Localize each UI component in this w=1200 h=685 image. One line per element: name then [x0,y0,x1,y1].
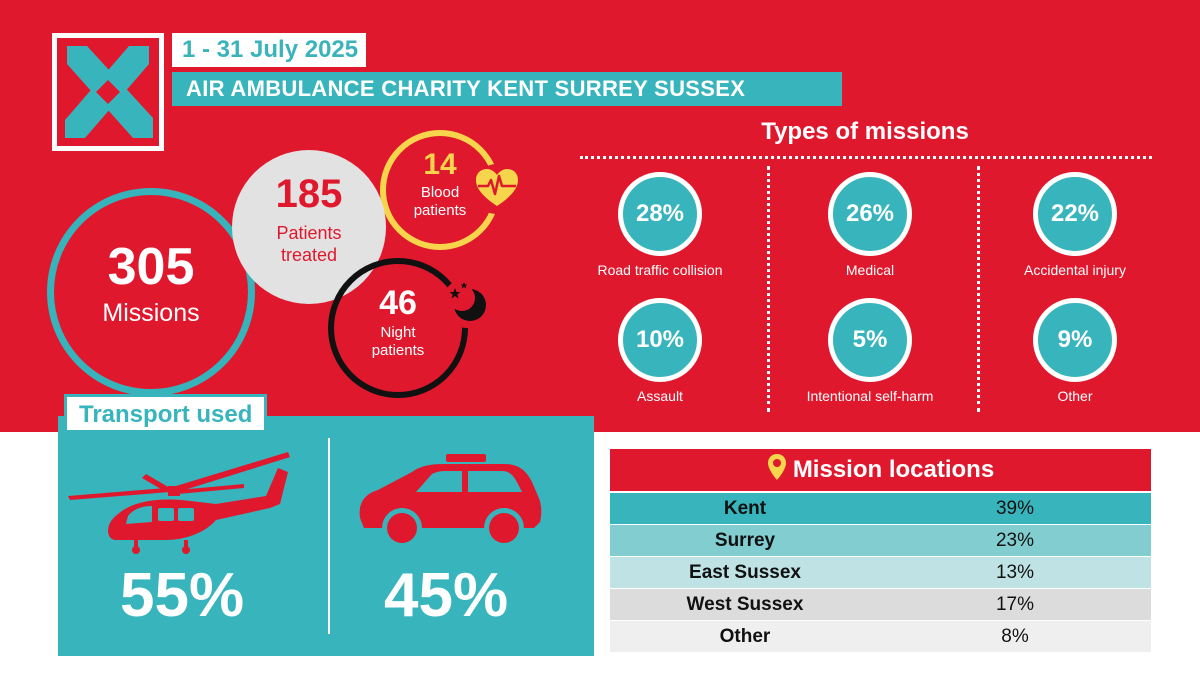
patients-treated-value: 185 [275,172,343,216]
missions-label: Missions [102,299,200,327]
transport-title: Transport used [64,394,268,430]
patients-label-line2: treated [280,245,338,265]
mission-type-percent: 5% [828,298,912,382]
night-patients-label: Night patients [334,324,462,360]
transport-divider [328,438,330,634]
mission-types-divider [580,156,1152,159]
mission-type-label: Medical [845,262,895,278]
mission-type-label: Intentional self-harm [806,388,934,404]
missions-value: 305 [107,238,195,296]
location-name: West Sussex [686,594,804,615]
location-value: 8% [1001,626,1029,647]
blood-label-line1: Blood [420,184,460,201]
blood-patients-value: 14 [423,148,457,181]
location-name: Other [719,626,771,647]
mission-type-road-traffic-collision: 28% Road traffic collision [565,172,755,278]
mission-type-label: Assault [637,388,683,404]
car-percent: 45% [384,561,509,630]
mission-type-label: Accidental injury [1024,262,1126,278]
mission-type-percent: 28% [618,172,702,256]
patients-treated-stat: 185 Patients treated [232,150,386,304]
column-divider [977,166,980,412]
mission-type-accidental-injury: 22% Accidental injury [980,172,1170,278]
mission-type-percent: 26% [828,172,912,256]
mission-type-assault: 10% Assault [565,298,755,404]
date-range: 1 - 31 July 2025 [172,33,367,67]
location-value: 13% [995,562,1035,583]
patients-treated-label: Patients treated [232,222,386,266]
mission-locations-header: Mission locations [610,449,1151,491]
night-label-line1: Night [380,324,416,341]
location-name: Kent [723,498,767,519]
blood-label-line2: patients [413,202,467,219]
x-cross-logo-icon [65,46,153,138]
location-row-kent: Kent 39% [610,493,1151,524]
mission-type-percent: 10% [618,298,702,382]
mission-types-title: Types of missions [761,118,969,145]
mission-type-percent: 22% [1033,172,1117,256]
mission-locations-title: Mission locations [792,456,995,483]
night-patients-value: 46 [379,284,417,322]
location-value: 23% [995,530,1035,551]
mission-type-intentional-self-harm: 5% Intentional self-harm [775,298,965,404]
column-divider [767,166,770,412]
location-row-west-sussex: West Sussex 17% [610,589,1151,620]
location-row-other: Other 8% [610,621,1151,652]
location-value: 17% [995,594,1035,615]
location-name: East Sussex [689,562,801,583]
car-icon [359,454,542,548]
page-title: AIR AMBULANCE CHARITY KENT SURREY SUSSEX [172,72,842,106]
night-patients-stat: 46 Night patients [328,258,468,398]
blood-patients-stat: 14 Blood patients [380,130,500,250]
location-row-surrey: Surrey 23% [610,525,1151,556]
moon-stars-icon [442,278,492,328]
blood-patients-label: Blood patients [386,184,494,220]
patients-label-line1: Patients [276,223,342,243]
map-pin-icon [767,454,786,480]
helicopter-percent: 55% [120,561,245,630]
mission-type-percent: 9% [1033,298,1117,382]
charity-logo [52,33,164,151]
heart-pulse-icon [472,164,522,214]
missions-stat: 305 Missions [47,188,255,396]
mission-type-label: Other [1057,388,1093,404]
location-value: 39% [995,498,1035,519]
location-row-east-sussex: East Sussex 13% [610,557,1151,588]
mission-type-medical: 26% Medical [775,172,965,278]
mission-type-label: Road traffic collision [597,262,723,278]
night-label-line2: patients [371,342,425,359]
mission-type-other: 9% Other [980,298,1170,404]
helicopter-icon [68,452,290,554]
location-name: Surrey [714,530,776,551]
